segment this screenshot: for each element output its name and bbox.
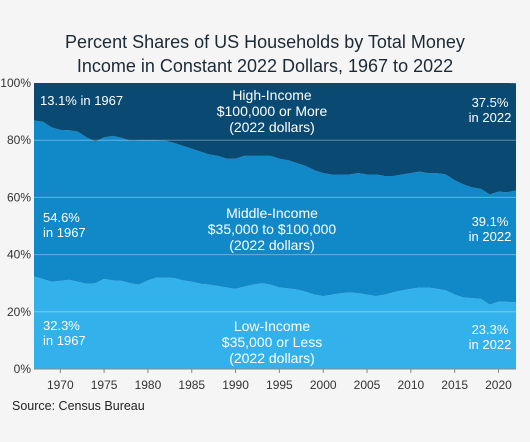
x-tick-label: 2015	[441, 378, 468, 392]
high-income-2022-pct: 37.5%	[472, 95, 509, 110]
middle-income-label: Middle-Income	[226, 205, 318, 221]
middle-income-dollars: (2022 dollars)	[229, 237, 315, 253]
low-income-1967-pct: 32.3%	[43, 318, 80, 333]
source-note: Source: Census Bureau	[12, 399, 145, 413]
y-tick-label: 80%	[7, 133, 31, 147]
high-income-range: $100,000 or More	[217, 103, 328, 119]
x-tick-label: 2005	[354, 378, 381, 392]
x-tick-label: 1975	[91, 378, 118, 392]
area-low-income	[34, 276, 516, 369]
x-tick-label: 1970	[47, 378, 74, 392]
y-tick-label: 0%	[14, 362, 32, 376]
chart-title-line-2: Income in Constant 2022 Dollars, 1967 to…	[76, 56, 454, 76]
high-income-1967-label: 13.1% in 1967	[40, 93, 123, 108]
low-income-range: $35,000 or Less	[222, 334, 322, 350]
area-middle-income	[34, 120, 516, 305]
high-income-label: High-Income	[232, 87, 312, 103]
y-tick-label: 60%	[7, 190, 31, 204]
grid-layer	[34, 139, 516, 370]
middle-income-range: $35,000 to $100,000	[208, 221, 337, 237]
area-high-income	[34, 83, 516, 195]
low-income-1967-year: in 1967	[43, 333, 86, 348]
middle-income-2022-pct: 39.1%	[472, 214, 509, 229]
y-tick-label: 20%	[7, 305, 31, 319]
x-tick-label: 1990	[222, 378, 249, 392]
tick-layer: 0% 20% 40% 60% 80% 100% 1970 1975 1980 1985 1990 19…	[0, 76, 512, 392]
middle-income-2022-year: in 2022	[469, 229, 512, 244]
x-tick-label: 2020	[485, 378, 512, 392]
y-tick-label: 40%	[7, 248, 31, 262]
x-tick-label: 1985	[178, 378, 205, 392]
chart-title-line-1: Percent Shares of US Households by Total…	[65, 32, 465, 52]
low-income-label: Low-Income	[234, 318, 310, 334]
middle-income-1967-pct: 54.6%	[43, 210, 80, 225]
x-tick-label: 2010	[397, 378, 424, 392]
high-income-2022-year: in 2022	[469, 110, 512, 125]
x-tick-label: 1980	[135, 378, 162, 392]
y-tick-label: 100%	[0, 76, 31, 90]
middle-income-1967-year: in 1967	[43, 225, 86, 240]
high-income-dollars: (2022 dollars)	[229, 119, 315, 135]
low-income-2022-year: in 2022	[469, 337, 512, 352]
x-tick-label: 1995	[266, 378, 293, 392]
low-income-dollars: (2022 dollars)	[229, 350, 315, 366]
x-tick-label: 2000	[310, 378, 337, 392]
low-income-2022-pct: 23.3%	[472, 322, 509, 337]
area-layer	[34, 83, 516, 369]
